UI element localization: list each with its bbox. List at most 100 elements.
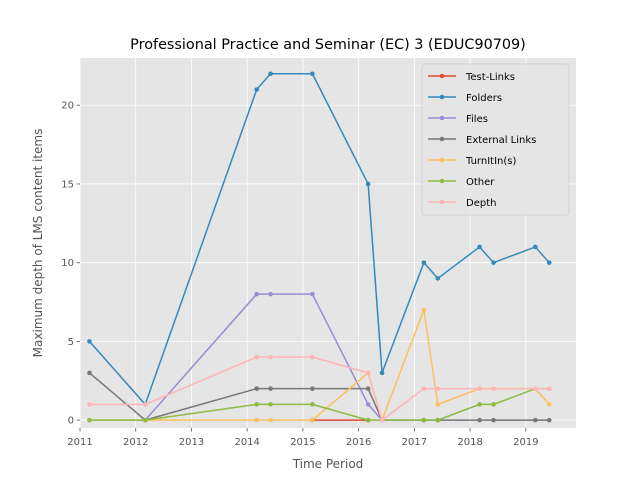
data-point [379,370,385,376]
x-tick-label: 2016 [346,437,371,448]
legend-entry: Depth [428,198,496,209]
legend-label: TurnItIn(s) [465,156,516,167]
data-point [533,386,538,391]
data-point [87,339,92,344]
data-point [477,244,482,250]
legend-swatch-marker [439,136,445,142]
legend-label: Test-Links [465,72,515,83]
data-point [365,181,371,187]
legend-label: Other [466,177,495,188]
data-point [421,386,427,391]
chart-title: Professional Practice and Seminar (EC) 3… [130,37,526,53]
legend-swatch-marker [439,157,445,163]
data-point [435,386,441,391]
data-point [254,87,259,92]
data-point [268,386,273,391]
data-point [268,402,273,407]
data-point [310,402,315,407]
legend-label: Folders [466,93,502,104]
data-point [477,386,482,391]
data-point [254,386,259,391]
grid [79,58,576,428]
data-point [87,402,92,407]
x-tick-label: 2011 [67,437,92,448]
legend-entry: External Links [428,135,536,146]
series-line [144,293,383,421]
legend-label: Depth [466,198,496,209]
y-tick-label: 5 [68,337,74,348]
y-tick-label: 0 [68,416,74,427]
data-point [87,370,92,376]
x-tick-label: 2018 [457,437,482,448]
y-tick-label: 10 [61,258,74,269]
data-point [87,417,92,423]
data-point [365,386,371,391]
data-point [142,417,148,423]
legend-label: External Links [466,135,536,146]
data-point [254,291,259,297]
legend-entry: Test-Links [428,72,515,83]
data-point [421,307,427,313]
x-tick-label: 2019 [513,437,538,448]
x-tick-label: 2014 [234,437,259,448]
data-point [491,417,496,423]
data-point [546,386,552,391]
data-point [421,417,427,423]
data-point [268,71,273,77]
legend-box [421,63,570,216]
y-axis-label: Maximum depth of LMS content items [31,129,45,358]
data-point [365,417,371,423]
data-point [310,386,315,391]
data-point [310,354,315,360]
data-point [477,417,482,423]
data-point [310,71,315,77]
data-point [533,417,538,423]
legend-swatch-marker [439,94,445,100]
data-point [142,402,148,407]
y-tick-label: 20 [61,101,74,112]
data-point [365,402,371,407]
data-point [477,402,482,407]
y-axis-ticks: 0 5 10 15 20 [61,101,80,427]
data-point [268,417,273,423]
legend-swatch-marker [439,178,445,184]
legend-entry: Files [428,114,488,125]
data-point [268,354,273,360]
legend-entry: TurnItIn(s) [428,156,516,167]
data-point [546,402,552,407]
data-point [533,244,538,250]
data-point [435,402,441,407]
legend-swatch-marker [439,73,445,79]
data-point [435,276,441,281]
data-point [254,417,259,423]
data-point [268,291,273,297]
data-point [491,386,496,391]
x-tick-label: 2017 [402,437,427,448]
legend-swatch-marker [439,115,445,121]
data-point [254,354,259,360]
data-point [421,260,427,265]
data-point [435,417,441,423]
data-point [310,291,315,297]
data-point [491,260,496,265]
data-point [546,417,552,423]
data-point [254,402,259,407]
x-axis-label: Time Period [292,457,364,471]
x-tick-label: 2015 [290,437,315,448]
legend: Test-Links Folders Files External Links Turn… [421,63,570,216]
x-axis-ticks: 2011 2012 2013 2014 2015 2016 2017 2018 2019 [67,428,539,448]
legend-swatch-marker [439,199,445,205]
series-folders [87,71,552,407]
data-point [491,402,496,407]
data-point [310,417,315,423]
legend-entry: Folders [428,93,502,104]
x-tick-label: 2012 [123,437,148,448]
series-layer [87,71,552,423]
x-tick-label: 2013 [179,437,204,448]
data-point [379,417,385,423]
data-point [546,260,552,265]
series-depth [87,354,552,423]
y-tick-label: 15 [61,179,74,190]
legend-label: Files [466,114,488,125]
